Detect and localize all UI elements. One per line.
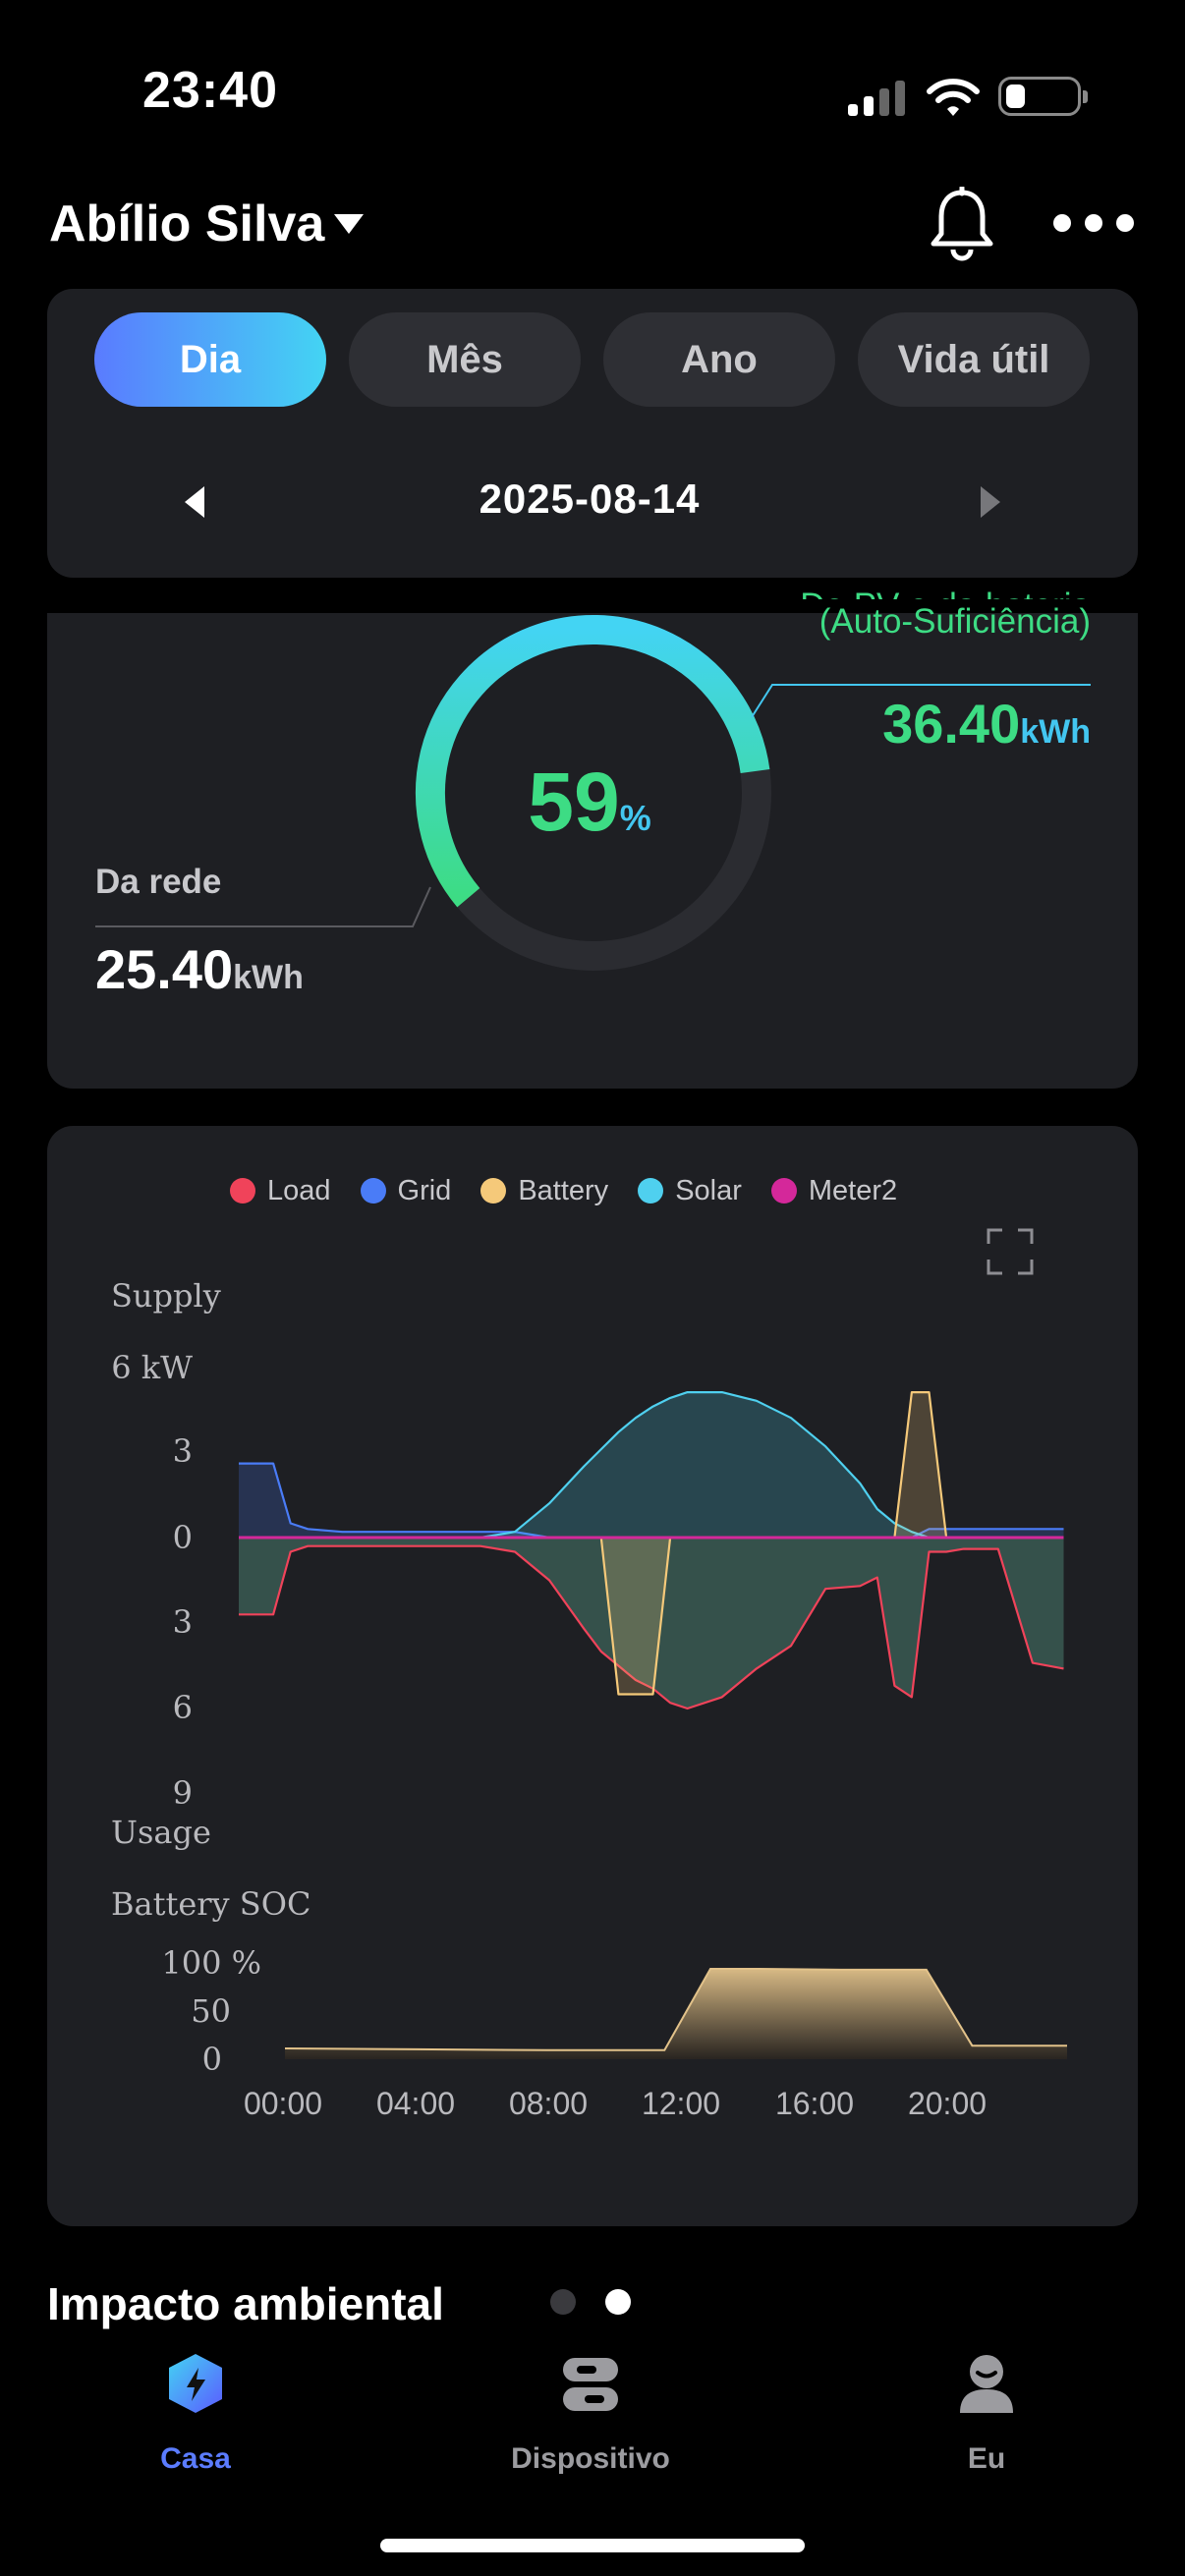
x-tick-label: 20:00: [908, 2086, 987, 2121]
supply-axis-label: Supply: [111, 1277, 221, 1315]
soc-tick-label: 0: [202, 2041, 222, 2078]
legend-meter2-dot: [770, 1178, 797, 1204]
legend-load[interactable]: Load: [230, 1175, 331, 1207]
self-sufficiency-card: [47, 613, 1138, 1089]
more-options-icon[interactable]: [1053, 210, 1134, 236]
nav-dispositivo[interactable]: Dispositivo: [473, 2352, 708, 2476]
cellular-signal-icon: [848, 79, 907, 116]
y-tick-label: 6: [173, 1689, 193, 1726]
y-tick-label: 3: [173, 1432, 193, 1470]
nav-casa-label: Casa: [160, 2442, 231, 2475]
nav-eu-label: Eu: [967, 2442, 1006, 2475]
load-area: [239, 1538, 1064, 1708]
battery-soc-line: [284, 1968, 1067, 2051]
nav-dispositivo-label: Dispositivo: [511, 2442, 670, 2475]
battery-soc-area: [285, 1969, 1067, 2059]
tab-dia[interactable]: Dia: [94, 312, 326, 407]
battery-area: [239, 1392, 1064, 1695]
expand-icon[interactable]: [987, 1228, 1034, 1275]
soc-axis-label: Battery SOC: [111, 1885, 310, 1923]
self-sufficiency-gauge: [95, 615, 1091, 971]
self-sufficiency-value: 36.40kWh: [882, 693, 1091, 755]
usage-axis-label: Usage: [111, 1814, 211, 1851]
legend-meter2[interactable]: Meter2: [770, 1175, 897, 1207]
grid-leader-line: [95, 886, 431, 927]
solar-area: [239, 1392, 1064, 1538]
legend-load-dot: [230, 1178, 255, 1204]
self-sufficiency-percent: 59%: [528, 756, 651, 848]
nav-eu[interactable]: Eu: [869, 2352, 1104, 2476]
tab-mes[interactable]: Mês: [349, 312, 581, 407]
next-date-icon[interactable]: [979, 484, 1002, 520]
environmental-impact-heading: Impacto ambiental: [47, 2278, 444, 2329]
nav-casa[interactable]: Casa: [78, 2352, 313, 2476]
tab-ano[interactable]: Ano: [603, 312, 835, 407]
status-time: 23:40: [142, 62, 278, 119]
x-tick-label: 12:00: [642, 2086, 720, 2121]
legend-battery-dot: [480, 1178, 507, 1204]
legend-battery[interactable]: Battery: [480, 1175, 608, 1207]
page-dot-active[interactable]: [605, 2289, 631, 2315]
previous-date-icon[interactable]: [183, 484, 206, 520]
legend-solar[interactable]: Solar: [638, 1175, 742, 1207]
tab-vida-util[interactable]: Vida útil: [858, 312, 1090, 407]
grid-import-value: 25.40kWh: [95, 938, 304, 1000]
legend-grid-dot: [360, 1178, 386, 1204]
x-tick-label: 04:00: [376, 2086, 455, 2121]
y-tick-label: 3: [173, 1603, 193, 1641]
plant-owner-name[interactable]: Abílio Silva: [49, 196, 325, 252]
y-tick-label: 9: [173, 1774, 193, 1812]
x-tick-label: 08:00: [509, 2086, 588, 2121]
user-icon: [960, 2355, 1013, 2413]
legend-grid[interactable]: Grid: [360, 1175, 451, 1207]
home-indicator: [380, 2539, 805, 2552]
wifi-icon: [927, 79, 980, 116]
gauge-arc: [415, 615, 770, 908]
selected-date[interactable]: 2025-08-14: [479, 476, 701, 522]
self-sufficiency-leader-line: [751, 684, 1091, 718]
soc-tick-label: 50: [191, 1992, 231, 2030]
chevron-down-icon[interactable]: [334, 212, 364, 236]
home-bolt-icon: [169, 2354, 222, 2413]
legend-solar-dot: [638, 1178, 664, 1204]
y-tick-label: 6 kW: [111, 1349, 193, 1386]
soc-tick-label: 100 %: [161, 1944, 261, 1982]
battery-icon: [998, 77, 1088, 116]
page-dot[interactable]: [550, 2289, 576, 2315]
page-indicator: [550, 2289, 639, 2315]
y-tick-label: 0: [173, 1519, 193, 1556]
device-icon: [563, 2358, 618, 2411]
x-tick-label: 16:00: [775, 2086, 854, 2121]
grid-import-label: Da rede: [95, 863, 222, 901]
chart-legend: Load Grid Battery Solar Meter2: [230, 1171, 897, 1210]
bell-icon[interactable]: [928, 187, 996, 261]
self-sufficiency-label: Do PV e da bateria (Auto-Suficiência): [800, 587, 1091, 641]
x-tick-label: 00:00: [244, 2086, 322, 2121]
